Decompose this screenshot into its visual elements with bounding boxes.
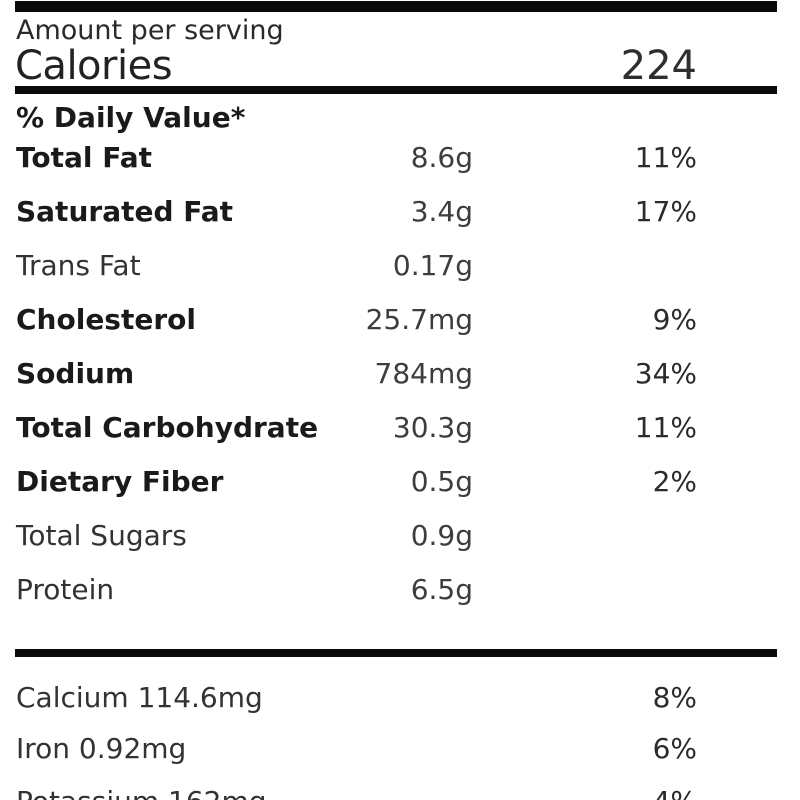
table-row: Dietary Fiber 0.5g 2% bbox=[0, 465, 800, 502]
nutrient-amount: 0.17g bbox=[392, 249, 473, 282]
table-row: Sodium 784mg 34% bbox=[0, 357, 800, 394]
nutrient-daily-value: 34% bbox=[634, 357, 697, 390]
table-row: Cholesterol 25.7mg 9% bbox=[0, 303, 800, 340]
mineral-daily-value: 4% bbox=[653, 785, 697, 800]
table-row: Protein 6.5g bbox=[0, 573, 800, 610]
table-row: Potassium 162mg 4% bbox=[0, 785, 800, 800]
nutrient-amount: 3.4g bbox=[410, 195, 473, 228]
nutrient-daily-value: 11% bbox=[634, 141, 697, 174]
mineral-name-and-amount: Iron 0.92mg bbox=[16, 732, 187, 765]
calories-label: Calories bbox=[15, 43, 173, 89]
calories-value: 224 bbox=[620, 43, 697, 89]
nutrient-amount: 6.5g bbox=[410, 573, 473, 606]
daily-value-header: % Daily Value* bbox=[16, 101, 246, 134]
divider-top-thick bbox=[15, 1, 777, 12]
table-row: Total Sugars 0.9g bbox=[0, 519, 800, 556]
nutrient-name: Total Carbohydrate bbox=[16, 411, 319, 444]
nutrient-name: Sodium bbox=[16, 357, 135, 390]
table-row: Calcium 114.6mg 8% bbox=[0, 681, 800, 718]
nutrient-amount: 25.7mg bbox=[365, 303, 473, 336]
nutrient-name: Total Sugars bbox=[16, 519, 187, 552]
table-row: Total Fat 8.6g 11% bbox=[0, 141, 800, 178]
nutrient-amount: 0.9g bbox=[410, 519, 473, 552]
table-row: Saturated Fat 3.4g 17% bbox=[0, 195, 800, 232]
nutrient-name: Total Fat bbox=[16, 141, 153, 174]
nutrient-name: Saturated Fat bbox=[16, 195, 234, 228]
nutrient-amount: 8.6g bbox=[410, 141, 473, 174]
nutrient-name: Protein bbox=[16, 573, 115, 606]
divider-calories-thick bbox=[15, 86, 777, 94]
nutrient-amount: 30.3g bbox=[392, 411, 473, 444]
nutrient-amount: 784mg bbox=[374, 357, 474, 390]
mineral-daily-value: 8% bbox=[652, 681, 697, 714]
nutrient-daily-value: 17% bbox=[634, 195, 697, 228]
table-row: Iron 0.92mg 6% bbox=[0, 732, 800, 769]
table-row: Total Carbohydrate 30.3g 11% bbox=[0, 411, 800, 448]
nutrient-name: Cholesterol bbox=[16, 303, 196, 336]
nutrient-amount: 0.5g bbox=[410, 465, 473, 498]
mineral-daily-value: 6% bbox=[652, 732, 697, 765]
nutrient-daily-value: 2% bbox=[652, 465, 697, 498]
nutrient-name: Trans Fat bbox=[16, 249, 141, 282]
table-row: Trans Fat 0.17g bbox=[0, 249, 800, 286]
nutrient-name: Dietary Fiber bbox=[16, 465, 224, 498]
mineral-name-and-amount: Calcium 114.6mg bbox=[16, 681, 263, 714]
nutrient-daily-value: 9% bbox=[652, 303, 697, 336]
divider-minerals-thick bbox=[15, 649, 777, 657]
amount-per-serving-text: Amount per serving bbox=[16, 15, 284, 46]
mineral-name-and-amount: Potassium 162mg bbox=[16, 785, 267, 800]
nutrient-daily-value: 11% bbox=[634, 411, 697, 444]
